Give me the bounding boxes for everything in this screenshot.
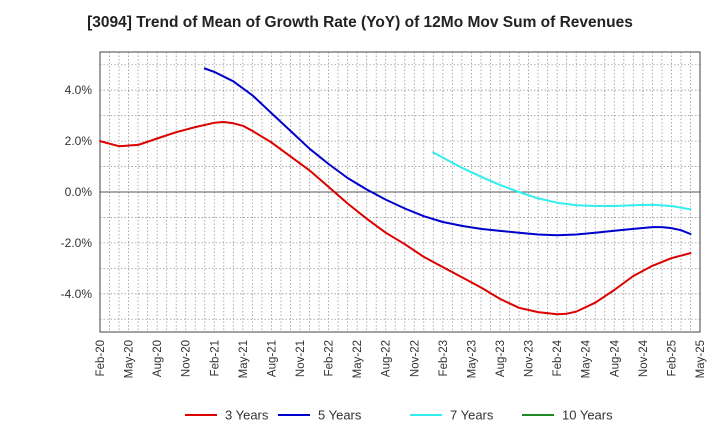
- x-tick-label: May-24: [581, 339, 593, 378]
- x-tick-label: Aug-21: [266, 340, 278, 377]
- plot-frame: [99, 51, 701, 333]
- x-tick-label: Feb-22: [324, 340, 336, 376]
- y-tick-label: -2.0%: [61, 236, 93, 250]
- x-tick-label: Nov-23: [524, 340, 536, 377]
- x-tick-label: Feb-24: [552, 339, 564, 376]
- x-tick-label: Nov-20: [181, 340, 193, 377]
- legend-label: 10 Years: [562, 408, 613, 423]
- y-tick-label: -4.0%: [61, 287, 93, 301]
- x-tick-label: Nov-24: [638, 339, 650, 377]
- x-tick-label: Aug-22: [381, 340, 393, 377]
- x-tick-label: Nov-21: [295, 340, 307, 377]
- x-tick-label: Feb-21: [209, 340, 221, 376]
- x-tick-label: Aug-23: [495, 340, 507, 377]
- x-tick-label: May-21: [238, 340, 250, 378]
- x-tick-label: Feb-20: [95, 340, 107, 376]
- x-tick-label: May-25: [695, 340, 707, 378]
- x-tick-label: Nov-22: [409, 340, 421, 377]
- x-tick-label: May-22: [352, 340, 364, 378]
- legend-label: 5 Years: [318, 408, 362, 423]
- chart-title: [3094] Trend of Mean of Growth Rate (YoY…: [87, 14, 633, 31]
- x-tick-label: Aug-24: [609, 339, 621, 377]
- x-tick-label: May-20: [124, 340, 136, 378]
- y-tick-label: 4.0%: [65, 83, 93, 97]
- legend-label: 7 Years: [450, 408, 494, 423]
- series-line-3-years: [99, 121, 692, 316]
- x-tick-label: Feb-23: [438, 340, 450, 376]
- legend-label: 3 Years: [225, 408, 269, 423]
- y-tick-label: 2.0%: [65, 134, 93, 148]
- x-tick-label: Feb-25: [666, 340, 678, 376]
- x-tick-label: Aug-20: [152, 340, 164, 377]
- y-tick-label: 0.0%: [65, 185, 93, 199]
- series-line-7-years: [432, 151, 692, 211]
- x-tick-label: May-23: [466, 340, 478, 378]
- series-line-5-years: [203, 67, 692, 237]
